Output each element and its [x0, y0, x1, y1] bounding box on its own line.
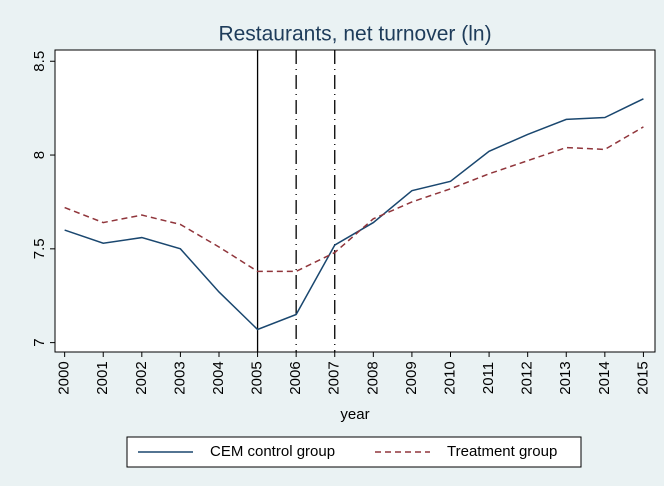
series-line	[64, 98, 644, 331]
chart-title: Restaurants, net turnover (ln)	[218, 23, 491, 46]
x-tick-label: 2010	[441, 361, 458, 394]
x-tick-label: 2012	[519, 361, 536, 394]
legend-label: Treatment group	[447, 443, 557, 460]
x-axis-label: year	[340, 406, 369, 423]
x-tick-label: 2015	[634, 361, 651, 394]
x-tick-label: 2000	[56, 361, 73, 394]
series-line	[64, 126, 644, 273]
x-tick-label: 2009	[403, 361, 420, 394]
x-tick-label: 2006	[287, 361, 304, 394]
plot-area	[54, 49, 656, 353]
legend-label: CEM control group	[210, 443, 335, 460]
y-tick-label: 7.5	[31, 238, 48, 259]
y-tick-label: 8	[31, 151, 48, 159]
x-tick-label: 2008	[364, 361, 381, 394]
x-tick-label: 2007	[326, 361, 343, 394]
x-tick-label: 2002	[133, 361, 150, 394]
x-tick-label: 2011	[480, 362, 497, 394]
x-tick-label: 2004	[210, 361, 227, 394]
y-tick-label: 8.5	[31, 51, 48, 72]
x-tick-label: 2014	[596, 361, 613, 394]
legend-box	[126, 436, 582, 468]
y-tick-label: 7	[31, 338, 48, 346]
x-tick-label: 2013	[557, 361, 574, 394]
x-tick-label: 2003	[171, 361, 188, 394]
x-tick-label: 2005	[249, 361, 266, 394]
x-tick-label: 2001	[94, 361, 111, 394]
